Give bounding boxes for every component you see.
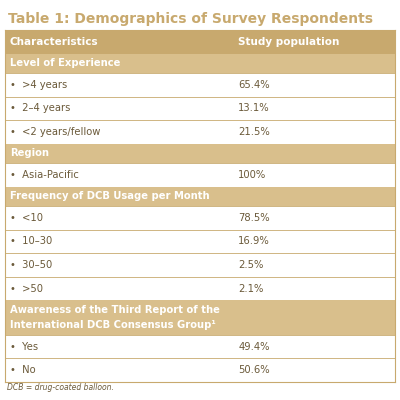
Text: •  >50: • >50 bbox=[10, 284, 43, 294]
Text: 49.4%: 49.4% bbox=[238, 342, 270, 352]
Bar bbox=[5, 335, 395, 358]
Bar bbox=[5, 96, 395, 120]
Text: Region: Region bbox=[10, 148, 49, 158]
Bar bbox=[5, 30, 395, 54]
Bar bbox=[5, 120, 395, 144]
Bar bbox=[5, 54, 395, 73]
Text: •  10–30: • 10–30 bbox=[10, 236, 52, 246]
Text: •  Asia-Pacific: • Asia-Pacific bbox=[10, 170, 79, 180]
Text: Study population: Study population bbox=[238, 37, 340, 47]
Text: 78.5%: 78.5% bbox=[238, 213, 270, 223]
Text: Characteristics: Characteristics bbox=[10, 37, 99, 47]
Text: 16.9%: 16.9% bbox=[238, 236, 270, 246]
Bar bbox=[5, 358, 395, 382]
Text: •  <2 years/fellow: • <2 years/fellow bbox=[10, 127, 100, 137]
Text: 2.5%: 2.5% bbox=[238, 260, 264, 270]
Text: 50.6%: 50.6% bbox=[238, 365, 270, 375]
Text: International DCB Consensus Group¹: International DCB Consensus Group¹ bbox=[10, 320, 216, 330]
Bar bbox=[5, 253, 395, 277]
Text: •  Yes: • Yes bbox=[10, 342, 38, 352]
Text: Awareness of the Third Report of the: Awareness of the Third Report of the bbox=[10, 305, 220, 315]
Text: Frequency of DCB Usage per Month: Frequency of DCB Usage per Month bbox=[10, 191, 210, 201]
Text: •  >4 years: • >4 years bbox=[10, 80, 67, 90]
Bar bbox=[5, 144, 395, 163]
Text: •  2–4 years: • 2–4 years bbox=[10, 103, 70, 113]
Text: 65.4%: 65.4% bbox=[238, 80, 270, 90]
Bar bbox=[5, 73, 395, 96]
Text: 2.1%: 2.1% bbox=[238, 284, 264, 294]
Bar bbox=[5, 300, 395, 335]
Text: Level of Experience: Level of Experience bbox=[10, 58, 120, 68]
Bar bbox=[5, 163, 395, 187]
Text: •  30–50: • 30–50 bbox=[10, 260, 52, 270]
Text: Table 1: Demographics of Survey Respondents: Table 1: Demographics of Survey Responde… bbox=[8, 12, 373, 26]
Text: DCB = drug-coated balloon.: DCB = drug-coated balloon. bbox=[7, 384, 114, 392]
Text: •  No: • No bbox=[10, 365, 36, 375]
Text: 100%: 100% bbox=[238, 170, 266, 180]
Bar bbox=[5, 206, 395, 230]
Bar bbox=[5, 230, 395, 253]
Text: 13.1%: 13.1% bbox=[238, 103, 270, 113]
Text: 21.5%: 21.5% bbox=[238, 127, 270, 137]
Bar bbox=[5, 277, 395, 300]
Bar bbox=[5, 187, 395, 206]
Text: •  <10: • <10 bbox=[10, 213, 43, 223]
